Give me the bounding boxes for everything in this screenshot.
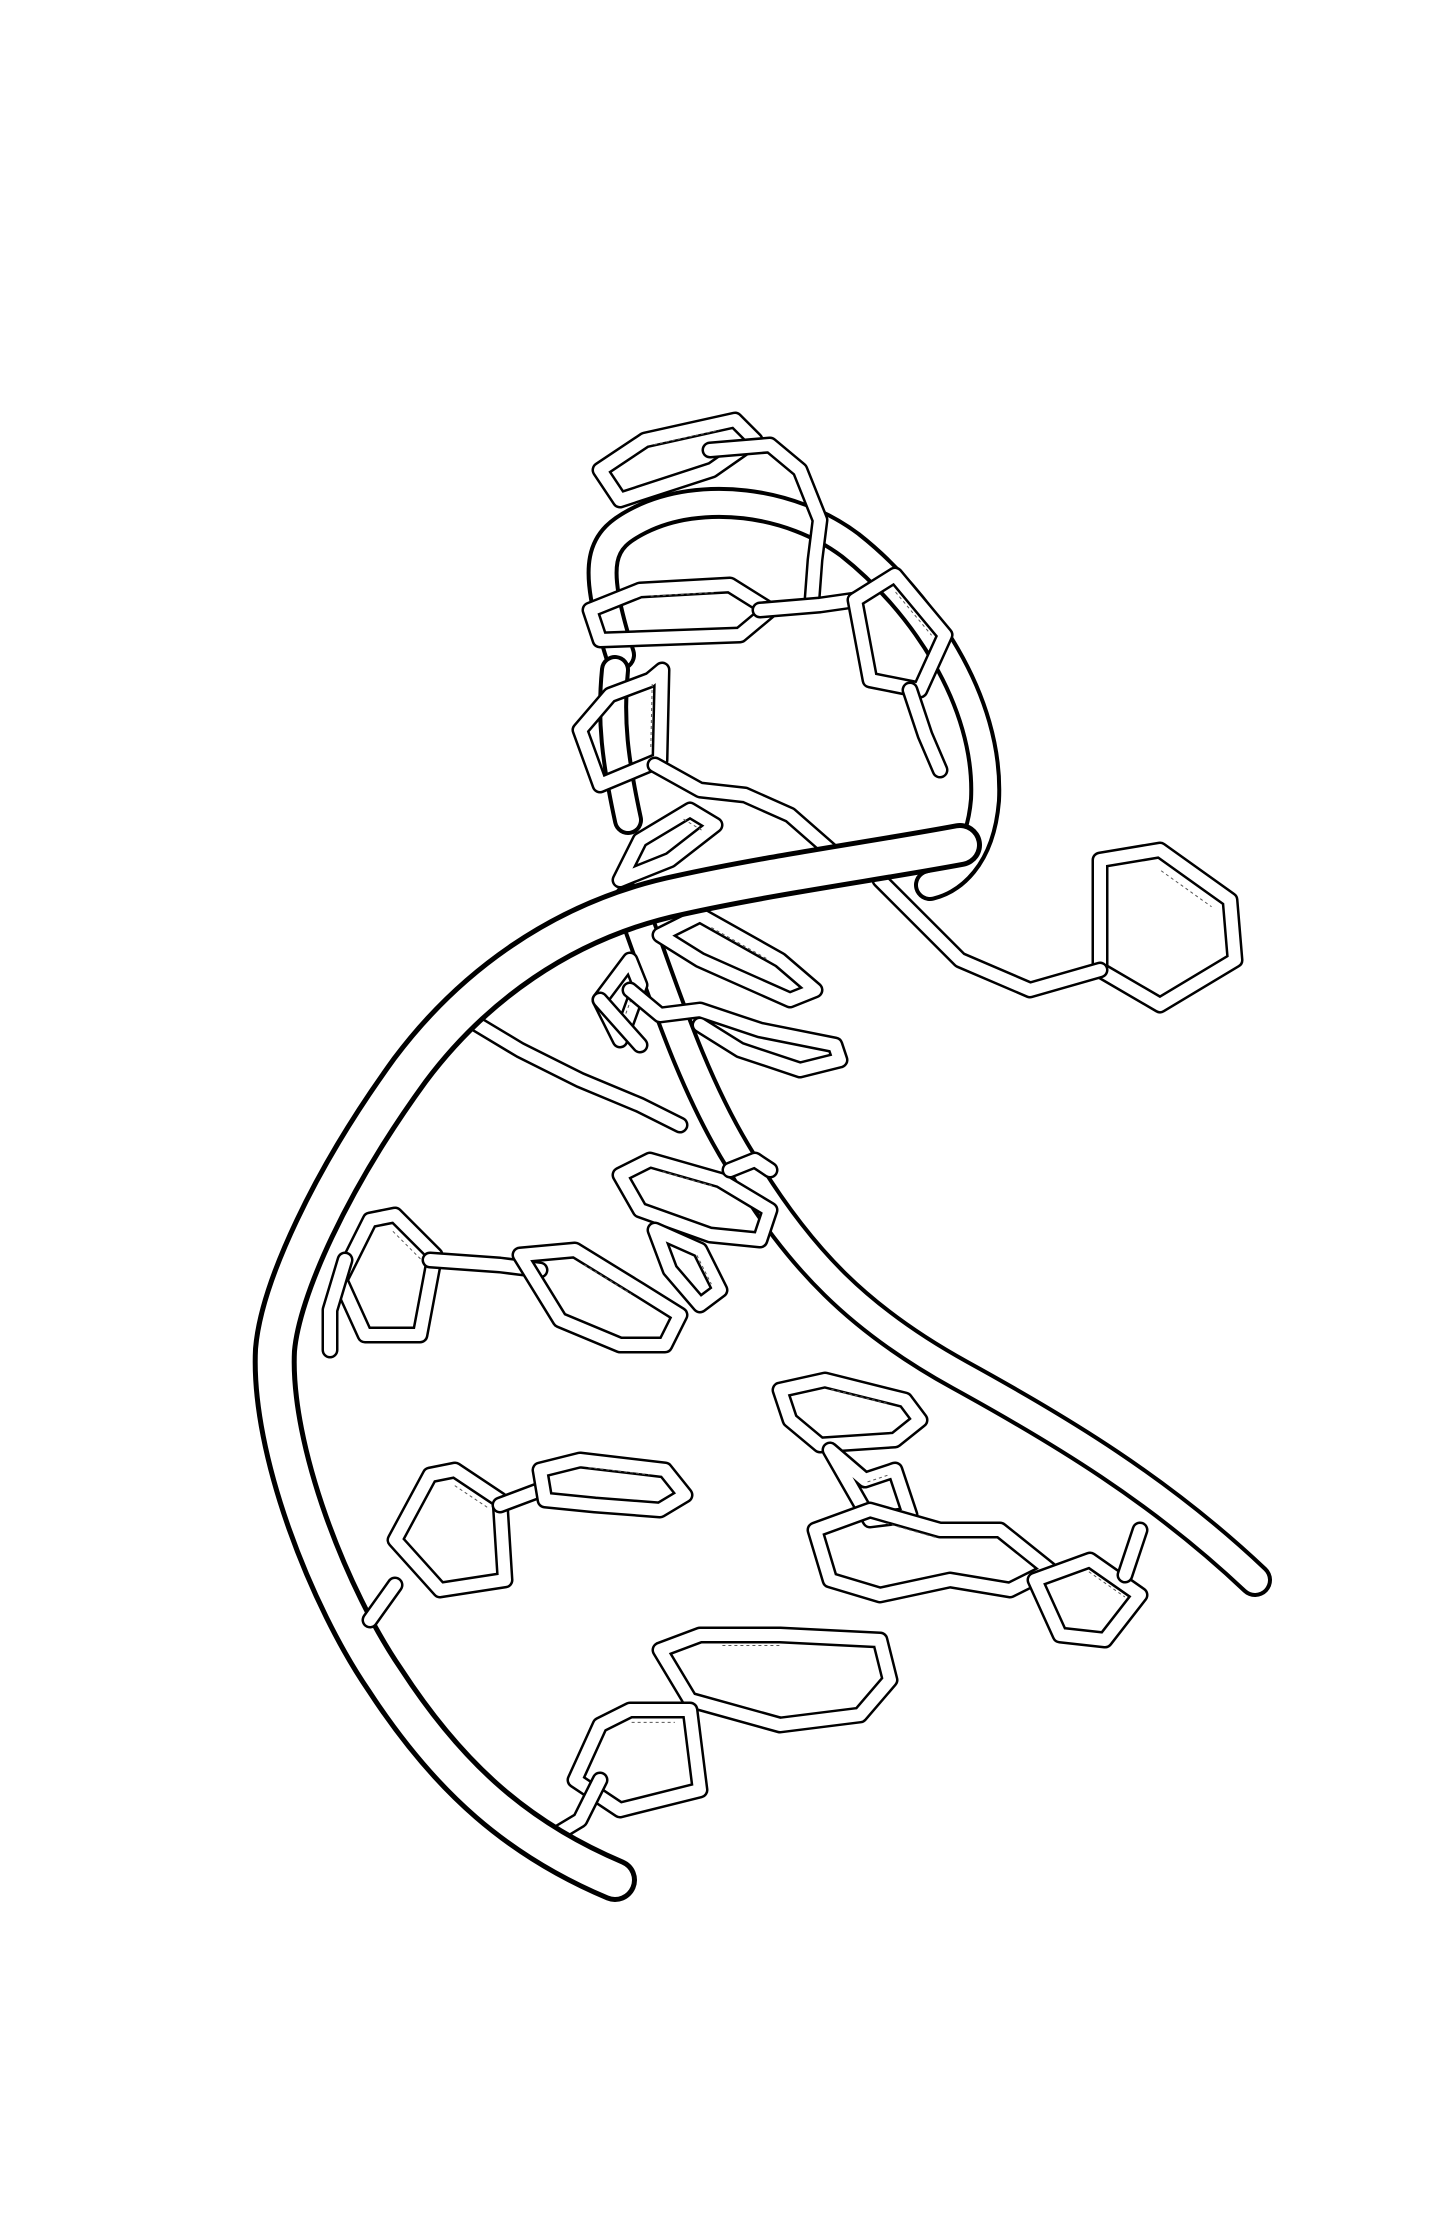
base-link-loop-stem — [901, 681, 949, 779]
base-link-mid-2 — [621, 981, 849, 1079]
base-link-right — [871, 871, 1109, 999]
loop-tube — [586, 486, 1002, 901]
stick-outer-1 — [321, 1251, 354, 1359]
base-link-left-1 — [646, 756, 839, 859]
base-link-left-b — [491, 1481, 549, 1514]
base-ring-right-b2 — [1026, 1551, 1149, 1649]
stick-outer-2 — [361, 1576, 404, 1629]
base-link-center — [721, 1151, 779, 1179]
base-link-right-b — [1116, 1521, 1149, 1584]
base-ring-center-1 — [611, 1151, 779, 1249]
base-ring-bottom-2 — [566, 1701, 709, 1819]
base-link-top-1 — [701, 436, 829, 609]
base-ring-mid-2 — [651, 906, 824, 1009]
base-ring-center-2 — [646, 1221, 729, 1314]
base-ring-right-b — [806, 1501, 1059, 1604]
base-ring-loop-pentagon — [846, 566, 954, 699]
base-ring-left-b — [386, 1461, 514, 1599]
outer-backbone-strand — [252, 823, 982, 1902]
base-ring-left-a2 — [511, 1241, 689, 1354]
base-ring-right-hexagon — [1091, 841, 1244, 1014]
base-ring-mid-1 — [611, 801, 724, 889]
base-ring-left-a — [331, 1206, 444, 1344]
base-ring-bottom-1 — [651, 1626, 899, 1734]
nucleotide-bases — [331, 411, 1244, 1844]
base-stick-left-1 — [461, 1011, 689, 1134]
inner-strand-tube — [613, 883, 1272, 1597]
main-backbone-tube — [252, 823, 982, 1902]
base-ring-left-pentagon — [571, 661, 671, 794]
base-link-top-2 — [751, 591, 864, 619]
base-ring-right-a — [771, 1371, 929, 1454]
base-ring-left-b2 — [531, 1451, 694, 1519]
stick-outer-3 — [591, 991, 649, 1054]
